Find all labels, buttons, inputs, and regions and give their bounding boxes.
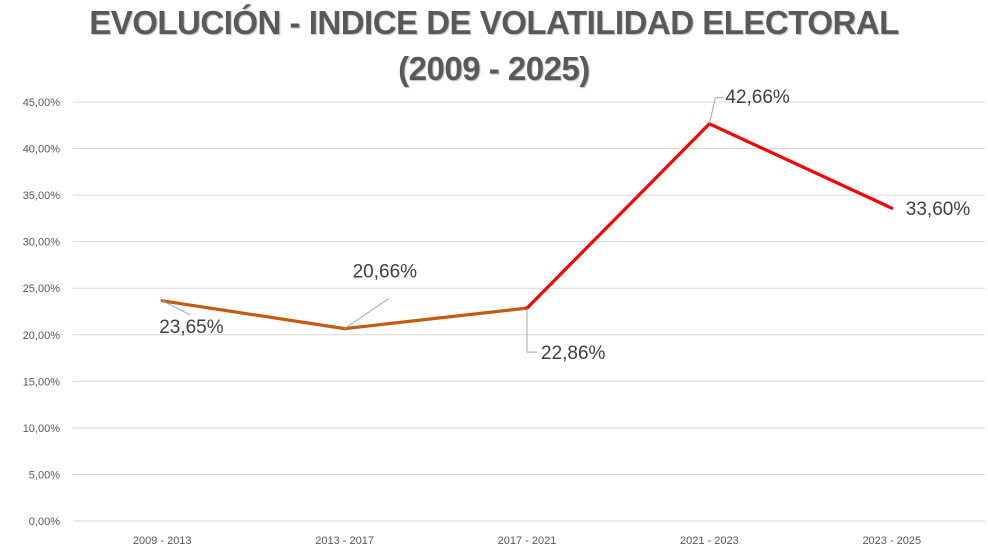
- leader-line: [526, 308, 537, 353]
- y-axis-ticks: 0,00% 5,00% 10,00% 15,00% 20,00% 25,00% 30,00%…: [23, 97, 61, 528]
- y-tick-label: 30,00%: [23, 237, 61, 249]
- gridlines: [73, 101, 985, 522]
- chart-title-main: EVOLUCIÓN - INDICE DE VOLATILIDAD ELECTO…: [89, 4, 899, 41]
- chart-subtitle: (2009 - 2025): [398, 50, 590, 87]
- y-tick-label: 10,00%: [23, 423, 61, 435]
- y-tick-label: 0,00%: [29, 516, 60, 528]
- y-tick-label: 35,00%: [23, 190, 61, 202]
- leader-line: [708, 97, 724, 124]
- x-tick-label: 2013 - 2017: [315, 535, 374, 547]
- y-tick-label: 45,00%: [23, 97, 61, 109]
- data-label-leaders: [161, 97, 724, 353]
- chart-title: EVOLUCIÓN - INDICE DE VOLATILIDAD ELECTO…: [0, 0, 988, 92]
- y-tick-label: 20,00%: [23, 330, 61, 342]
- leader-line: [344, 298, 389, 330]
- x-tick-label: 2017 - 2021: [498, 535, 557, 547]
- y-tick-label: 25,00%: [23, 283, 61, 295]
- x-axis-ticks: 2009 - 2013 2013 - 2017 2017 - 2021 2021 - …: [133, 535, 921, 547]
- x-tick-label: 2021 - 2023: [680, 535, 739, 547]
- x-tick-label: 2023 - 2025: [862, 535, 921, 547]
- line-segment: [525, 122, 712, 310]
- data-label: 33,60%: [906, 199, 971, 220]
- x-tick-label: 2009 - 2013: [133, 535, 192, 547]
- leader-line: [161, 300, 191, 316]
- data-labels: 23,65% 20,66% 22,86% 42,66% 33,60%: [159, 87, 970, 364]
- series-line: [160, 122, 894, 331]
- y-tick-label: 15,00%: [23, 376, 61, 388]
- data-label: 42,66%: [725, 87, 790, 108]
- data-label: 22,86%: [541, 343, 606, 364]
- line-segment: [707, 122, 894, 210]
- data-label: 23,65%: [159, 317, 224, 338]
- line-segment: [343, 306, 529, 331]
- y-tick-label: 40,00%: [23, 144, 61, 156]
- data-label: 20,66%: [353, 262, 418, 283]
- line-segment: [160, 299, 347, 331]
- y-tick-label: 5,00%: [29, 469, 60, 481]
